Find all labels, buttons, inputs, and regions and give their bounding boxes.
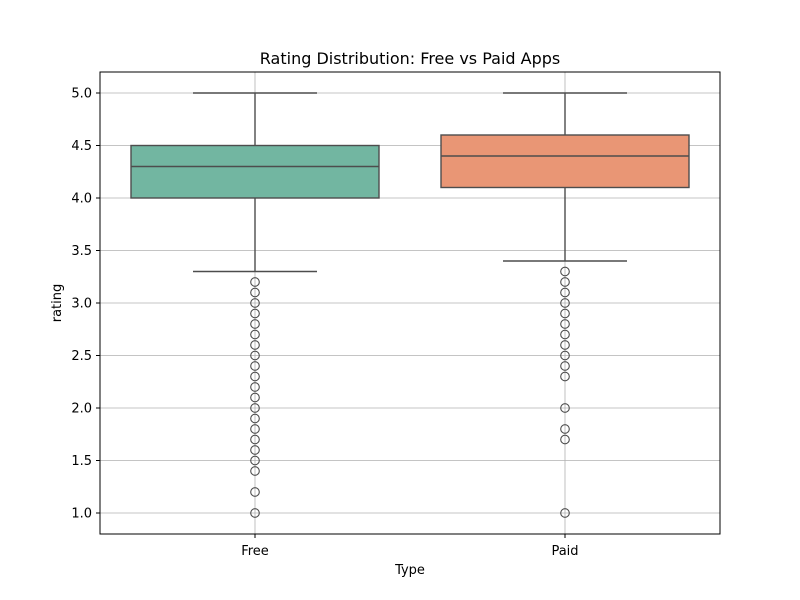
outlier-point	[250, 413, 260, 424]
outlier-point	[250, 466, 260, 476]
x-axis-label: Type	[394, 563, 425, 578]
outlier-point	[560, 340, 570, 350]
y-tick-label: 2.0	[71, 402, 92, 417]
outlier-point	[560, 277, 570, 287]
outlier-point	[560, 361, 570, 371]
y-tick-label: 5.0	[71, 87, 92, 102]
x-axis: Free Paid	[241, 534, 579, 559]
y-tick-label: 3.5	[71, 244, 92, 259]
outlier-point	[250, 424, 260, 434]
outlier-point	[250, 329, 260, 340]
outlier-point	[250, 340, 260, 350]
outlier-point	[250, 319, 260, 329]
outlier-point	[250, 392, 260, 403]
outlier-point	[560, 308, 570, 319]
outlier-point	[250, 508, 260, 518]
outlier-point	[560, 371, 570, 382]
x-tick-label: Paid	[551, 544, 578, 559]
box-group-free	[130, 92, 380, 518]
outlier-point	[250, 308, 260, 319]
y-axis: 1.0 1.5 2.0 2.5 3.0 3.5 4.0 4.5 5.0	[71, 87, 100, 522]
outlier-point	[560, 266, 570, 277]
y-tick-label: 3.0	[71, 297, 92, 312]
box-iqr-paid	[440, 134, 690, 189]
y-tick-label: 4.0	[71, 192, 92, 207]
plot-area	[130, 92, 690, 518]
outlier-point	[250, 287, 260, 298]
outlier-point	[560, 298, 570, 308]
box-iqr-free	[130, 144, 380, 199]
y-tick-label: 1.0	[71, 507, 92, 522]
y-tick-label: 1.5	[71, 454, 92, 469]
outlier-point	[560, 287, 570, 298]
chart-title: Rating Distribution: Free vs Paid Apps	[260, 49, 560, 68]
outlier-point	[250, 350, 260, 361]
y-axis-label: rating	[50, 284, 65, 323]
outlier-point	[560, 508, 570, 518]
outlier-point	[250, 382, 260, 392]
outlier-point	[250, 277, 260, 287]
outlier-point	[250, 371, 260, 382]
x-tick-label: Free	[241, 544, 269, 559]
outlier-point	[560, 329, 570, 340]
outlier-point	[560, 424, 570, 434]
outlier-point	[250, 455, 260, 466]
outlier-point	[560, 350, 570, 361]
box-group-paid	[440, 92, 690, 518]
outlier-point	[560, 403, 570, 413]
outlier-point	[250, 434, 260, 445]
outlier-point	[560, 319, 570, 329]
outlier-point	[250, 361, 260, 371]
outlier-point	[250, 445, 260, 455]
outlier-point	[250, 403, 260, 413]
y-tick-label: 2.5	[71, 349, 92, 364]
outlier-point	[250, 298, 260, 308]
outlier-point	[250, 487, 260, 497]
outlier-point	[560, 434, 570, 445]
y-tick-label: 4.5	[71, 139, 92, 154]
